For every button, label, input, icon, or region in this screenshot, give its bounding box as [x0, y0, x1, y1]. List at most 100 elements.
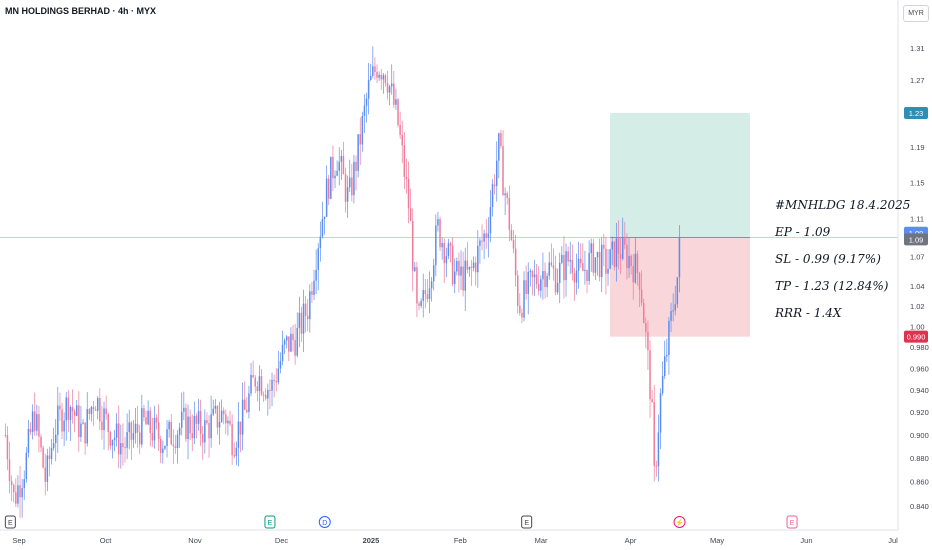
candle-body: [472, 262, 475, 269]
candle-body: [678, 237, 681, 278]
candle-body: [428, 288, 431, 299]
candle-body: [65, 397, 67, 421]
x-tick-label: Dec: [275, 536, 289, 545]
y-tick-label: 1.31: [910, 44, 925, 53]
candle-body: [113, 437, 116, 441]
candle-body: [239, 421, 242, 435]
candle-body: [430, 281, 433, 289]
candle-body: [141, 408, 143, 445]
candle-body: [153, 417, 156, 441]
price-tag-entry: [904, 233, 928, 246]
candle-body: [628, 255, 630, 269]
candle-body: [596, 252, 599, 258]
candle-body: [21, 488, 23, 498]
candle-body: [645, 323, 647, 332]
candle-body: [617, 238, 620, 254]
candle-body: [634, 253, 637, 283]
candle-body: [90, 407, 93, 415]
candle-body: [584, 269, 586, 271]
candle-body: [185, 407, 187, 440]
price-tag-label: 0.990: [907, 333, 926, 342]
candle-body: [19, 485, 21, 498]
candle-body: [107, 414, 109, 433]
candle-body: [317, 248, 319, 270]
candle-body: [605, 248, 607, 274]
candle-body: [544, 271, 546, 288]
candle-body: [166, 429, 168, 446]
candle-body: [651, 399, 653, 403]
candle-body: [453, 271, 456, 285]
candle-body: [122, 443, 124, 448]
candle-body: [502, 146, 504, 196]
candle-body: [579, 258, 582, 264]
candle-body: [563, 254, 565, 281]
candle-body: [306, 315, 309, 320]
candle-body: [86, 409, 88, 444]
candle-body: [231, 424, 233, 456]
currency-unit-button[interactable]: MYR: [903, 5, 929, 22]
candle-body: [466, 260, 469, 270]
candle-body: [361, 115, 364, 145]
candle-body: [424, 290, 427, 295]
candle-body: [151, 432, 154, 441]
annotation-risk-reward: RRR - 1.4X: [775, 306, 842, 320]
candle-body: [521, 312, 523, 318]
candle-body: [48, 455, 51, 459]
candle-body: [359, 134, 361, 145]
candle-body: [346, 187, 349, 202]
candle-body: [418, 303, 420, 306]
candle-body: [437, 219, 439, 226]
candle-body: [451, 245, 454, 285]
candle-body: [533, 274, 536, 278]
candle-body: [384, 75, 387, 83]
candle-body: [208, 423, 210, 439]
candle-body: [380, 74, 382, 80]
candle-body: [367, 79, 370, 99]
candle-body: [296, 327, 298, 356]
candle-body: [449, 243, 452, 246]
candle-body: [390, 83, 393, 87]
candle-body: [275, 380, 277, 383]
candle-body: [441, 242, 443, 248]
candle-body: [393, 83, 395, 105]
candle-body: [250, 375, 252, 394]
candle-body: [525, 280, 527, 294]
candle-body: [323, 216, 326, 219]
candle-body: [386, 82, 389, 93]
candle-body: [29, 428, 32, 432]
candle-body: [588, 253, 590, 282]
event-marker-label: E: [790, 520, 795, 527]
candle-body: [403, 145, 406, 177]
price-tag-label: 1.09: [909, 229, 924, 238]
candle-body: [351, 177, 353, 196]
candle-body: [552, 265, 555, 269]
candle-body: [218, 421, 221, 428]
x-tick-label: Jun: [800, 536, 812, 545]
y-tick-label: 0.840: [910, 502, 929, 511]
candle-body: [75, 405, 78, 416]
x-tick-label: May: [710, 536, 724, 545]
x-tick-label: Feb: [454, 536, 467, 545]
event-marker: [673, 516, 686, 528]
candle-body: [363, 105, 366, 116]
candle-body: [540, 279, 542, 291]
candle-body: [279, 361, 282, 369]
candle-body: [325, 178, 328, 217]
annotation-entry: EP - 1.09: [775, 225, 831, 239]
candle-body: [61, 409, 63, 432]
candle-body: [621, 236, 624, 259]
event-marker-label: E: [524, 520, 529, 527]
candle-body: [498, 133, 500, 161]
candle-body: [225, 414, 227, 424]
candle-body: [313, 280, 315, 295]
candle-body: [619, 253, 622, 259]
candle-body: [229, 420, 231, 425]
candle-body: [292, 333, 294, 341]
candle-body: [561, 254, 563, 263]
candle-body: [143, 408, 145, 418]
candle-body: [99, 397, 101, 422]
candle-body: [159, 439, 162, 453]
candle-body: [672, 310, 674, 312]
y-tick-label: 0.920: [910, 408, 929, 417]
